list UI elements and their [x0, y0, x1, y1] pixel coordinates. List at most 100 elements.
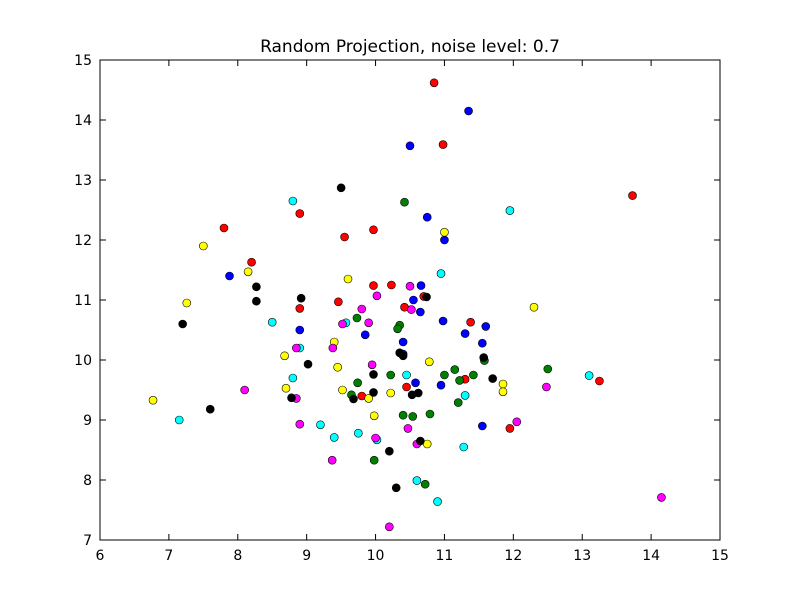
scatter-point	[460, 391, 470, 400]
scatter-point	[436, 380, 446, 390]
scatter-point	[352, 313, 362, 323]
scatter-point	[371, 433, 380, 443]
scatter-point	[429, 78, 439, 88]
scatter-point	[295, 304, 305, 313]
scatter-point	[478, 338, 487, 348]
x-axis: 6 7 8 9 10 11 12 13 14 15	[96, 60, 729, 564]
x-tick-label: 10	[367, 548, 385, 564]
scatter-point	[148, 395, 158, 405]
scatter-point	[247, 257, 256, 267]
x-tick-label: 15	[711, 548, 729, 564]
scatter-point	[287, 393, 296, 403]
y-tick-label: 11	[74, 293, 92, 309]
scatter-point	[407, 390, 417, 400]
scatter-point	[416, 307, 425, 317]
y-tick-label: 10	[74, 353, 92, 369]
chart-title: Random Projection, noise level: 0.7	[260, 37, 560, 57]
scatter-point	[386, 388, 396, 398]
scatter-point	[296, 293, 306, 303]
y-tick-label: 13	[74, 173, 92, 189]
scatter-point	[364, 318, 373, 328]
scatter-point	[393, 324, 402, 334]
scatter-point	[405, 141, 415, 151]
scatter-point	[398, 337, 408, 347]
x-tick-label: 6	[96, 548, 105, 564]
scatter-point	[464, 106, 473, 116]
x-tick-label: 8	[233, 548, 242, 564]
scatter-point	[481, 322, 491, 331]
scatter-point	[469, 370, 478, 380]
scatter-point	[199, 241, 208, 251]
scatter-point	[385, 522, 394, 532]
scatter-point	[295, 325, 305, 335]
scatter-point	[334, 297, 343, 307]
scatter-point	[327, 455, 337, 465]
scatter-point	[369, 388, 378, 397]
scatter-point	[498, 387, 508, 397]
scatter-point	[420, 479, 430, 489]
scatter-point	[409, 295, 418, 305]
scatter-point	[455, 376, 464, 385]
scatter-point	[460, 329, 470, 338]
data-points	[148, 78, 666, 532]
scatter-point	[416, 281, 426, 290]
scatter-point	[512, 417, 522, 427]
scatter-point	[338, 385, 347, 395]
scatter-point	[385, 446, 394, 456]
scatter-point	[459, 442, 469, 452]
scatter-point	[225, 271, 234, 281]
scatter-point	[425, 409, 435, 419]
scatter-point	[364, 394, 373, 403]
scatter-point	[328, 343, 338, 353]
x-tick-label: 13	[573, 548, 591, 564]
scatter-point	[408, 412, 418, 421]
scatter-point	[303, 359, 313, 369]
scatter-point	[267, 317, 277, 327]
scatter-point	[543, 364, 553, 374]
scatter-point	[357, 304, 367, 314]
scatter-point	[316, 420, 325, 430]
scatter-point	[349, 394, 358, 404]
y-tick-label: 9	[83, 413, 92, 429]
scatter-point	[391, 483, 401, 493]
scatter-point	[354, 428, 363, 438]
scatter-point	[407, 305, 416, 314]
scatter-point	[295, 419, 305, 429]
scatter-point	[367, 360, 377, 370]
scatter-point	[529, 302, 539, 312]
scatter-point	[584, 371, 594, 380]
scatter-point	[440, 235, 449, 245]
y-tick-label: 8	[83, 473, 92, 489]
scatter-point	[252, 282, 261, 292]
scatter-point	[498, 379, 508, 389]
x-tick-label: 14	[642, 548, 660, 564]
scatter-point	[288, 373, 298, 383]
scatter-point	[466, 317, 475, 327]
x-tick-label: 9	[302, 548, 311, 564]
scatter-point	[436, 269, 446, 278]
scatter-point	[333, 362, 342, 372]
y-tick-label: 12	[74, 233, 92, 249]
scatter-point	[422, 292, 431, 302]
scatter-point	[243, 267, 253, 277]
scatter-point	[182, 298, 192, 308]
scatter-point	[340, 232, 349, 242]
scatter-point	[433, 497, 442, 506]
scatter-point	[478, 421, 487, 431]
scatter-point	[438, 316, 448, 326]
scatter-point	[338, 319, 347, 329]
scatter-point	[387, 280, 396, 290]
scatter-point	[402, 382, 411, 392]
scatter-point	[400, 197, 409, 207]
scatter-point	[360, 330, 370, 340]
scatter-point	[416, 436, 425, 446]
scatter-point	[424, 357, 434, 367]
scatter-point	[440, 227, 449, 237]
scatter-point	[372, 291, 382, 301]
scatter-point	[402, 370, 411, 380]
y-tick-label: 15	[74, 53, 92, 69]
scatter-point	[505, 424, 515, 433]
scatter-point	[369, 455, 379, 465]
scatter-point	[438, 140, 448, 149]
